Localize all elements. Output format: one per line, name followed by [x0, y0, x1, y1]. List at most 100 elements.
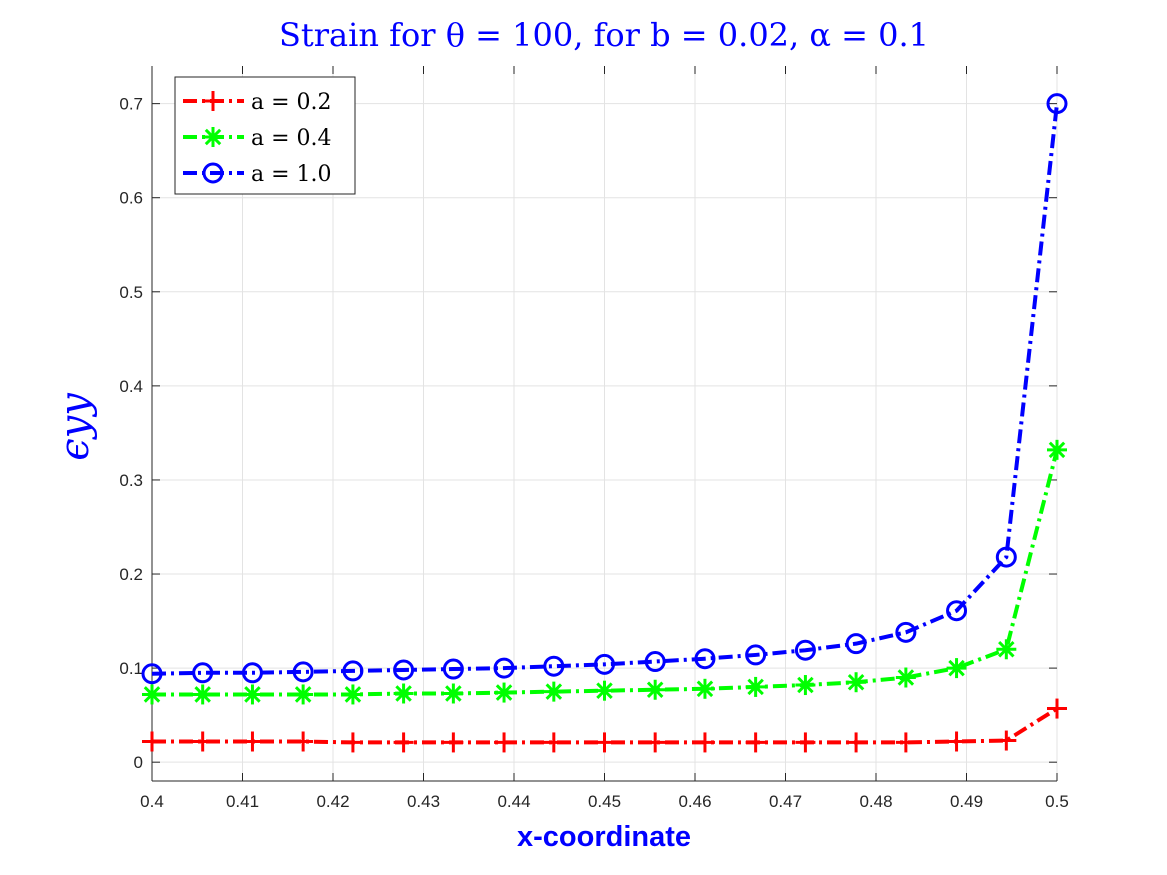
legend-marker	[203, 127, 223, 147]
data-point	[694, 678, 715, 699]
data-point-ring	[141, 663, 163, 685]
data-point	[192, 684, 213, 705]
data-point	[946, 658, 967, 679]
data-point	[494, 682, 515, 703]
data-point-d2	[696, 680, 714, 698]
data-point-d2	[596, 682, 613, 699]
legend-marker	[202, 162, 224, 184]
data-point	[292, 661, 314, 683]
legend-marker	[203, 91, 223, 111]
data-point-ring	[745, 644, 767, 666]
data-point	[946, 600, 968, 622]
y-axis-label: ϵyy	[52, 392, 98, 461]
x-tick-label: 0.49	[950, 792, 983, 811]
legend-marker-d2	[204, 128, 222, 146]
x-tick-label: 0.5	[1045, 792, 1069, 811]
data-point-ring	[594, 653, 615, 675]
data-point	[845, 633, 867, 655]
x-tick-label: 0.43	[407, 792, 440, 811]
data-point	[543, 732, 564, 753]
legend-entries: a = 0.2 a = 0.4 a = 1.0	[183, 90, 332, 187]
data-point-d2	[545, 683, 563, 700]
data-point-d2	[445, 685, 462, 702]
x-tick-label: 0.47	[769, 792, 802, 811]
data-point	[242, 684, 263, 705]
data-point	[442, 658, 464, 680]
y-tick-label: 0.7	[119, 95, 143, 114]
data-point	[995, 546, 1017, 568]
x-tick-label: 0.46	[678, 792, 711, 811]
legend-label: a = 0.4	[251, 126, 332, 151]
data-point-d2	[194, 686, 211, 703]
data-point-ring	[946, 600, 968, 622]
y-tick-label: 0.1	[119, 659, 143, 678]
data-point	[795, 675, 816, 696]
data-point-ring	[845, 633, 867, 655]
data-point	[694, 732, 715, 753]
data-point-d2	[948, 659, 965, 677]
data-point	[1046, 93, 1068, 115]
data-point	[996, 730, 1017, 751]
legend-entry: a = 0.2	[183, 90, 332, 115]
data-point-d2	[646, 681, 664, 699]
data-point-ring	[794, 639, 816, 661]
data-point-d2	[897, 669, 915, 686]
data-point-ring	[442, 658, 464, 680]
data-point-ring	[493, 657, 515, 679]
data-point-ring	[292, 661, 314, 683]
data-point	[846, 672, 867, 693]
data-point-ring	[644, 651, 666, 673]
y-tick-label: 0.6	[119, 189, 143, 208]
data-point-d2	[747, 678, 764, 696]
data-point	[1047, 698, 1067, 719]
data-point	[142, 731, 162, 752]
data-point	[996, 639, 1017, 660]
data-point-ring	[1046, 93, 1068, 115]
data-point	[745, 644, 767, 666]
data-point-ring	[393, 659, 415, 681]
x-tick-labels: 0.4 0.41 0.42 0.43 0.44 0.45 0.46 0.47 0.48 0.49 0…	[140, 792, 1069, 811]
data-point	[342, 684, 363, 705]
data-point	[795, 732, 816, 753]
data-point	[594, 653, 615, 675]
x-tick-label: 0.44	[497, 792, 530, 811]
data-point	[393, 732, 414, 753]
y-tick-label: 0.2	[119, 565, 143, 584]
data-point-d2	[395, 685, 412, 702]
data-point	[393, 659, 415, 681]
data-point-ring	[694, 648, 716, 670]
data-point	[794, 639, 816, 661]
x-tick-label: 0.41	[226, 792, 259, 811]
legend-label: a = 1.0	[251, 162, 332, 187]
legend: a = 0.2 a = 0.4 a = 1.0	[174, 76, 356, 195]
data-point-ring	[241, 662, 263, 684]
data-point	[594, 732, 615, 753]
data-point	[443, 683, 464, 704]
data-point-d2	[797, 676, 814, 694]
data-point-ring	[342, 660, 364, 682]
data-point-d2	[143, 686, 161, 703]
legend-marker-ring	[202, 162, 224, 184]
data-point	[142, 684, 162, 705]
data-point	[342, 660, 364, 682]
data-point	[946, 731, 967, 752]
data-point	[895, 732, 916, 753]
y-tick-label: 0.4	[119, 377, 143, 396]
data-point	[494, 732, 515, 753]
data-point-d2	[1048, 441, 1066, 459]
data-point-d2	[998, 641, 1015, 658]
data-point-d2	[294, 686, 312, 703]
x-tick-label: 0.42	[316, 792, 349, 811]
data-point	[342, 732, 363, 753]
data-point	[543, 655, 565, 677]
data-point-ring	[543, 655, 565, 677]
data-point	[293, 731, 314, 752]
y-tick-label: 0.3	[119, 471, 143, 490]
data-point	[895, 667, 916, 688]
data-point	[543, 681, 564, 702]
data-point-d2	[244, 686, 261, 703]
data-point-ring	[192, 662, 214, 684]
data-point	[895, 621, 917, 643]
data-point-d2	[344, 686, 362, 703]
